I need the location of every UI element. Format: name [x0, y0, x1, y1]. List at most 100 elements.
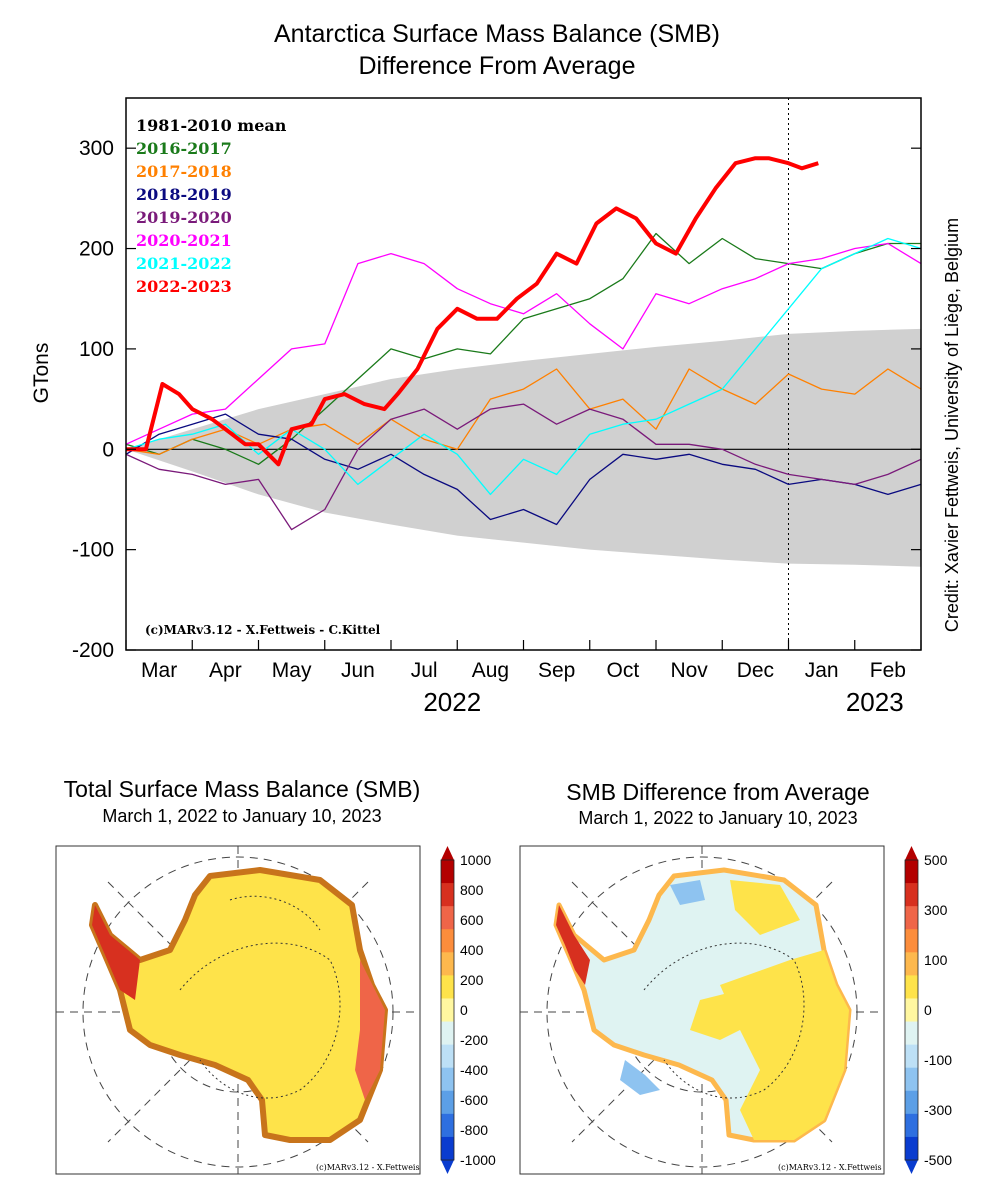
colorbar-segment: [905, 998, 918, 1023]
colorbar-tick-label: -800: [460, 1122, 488, 1138]
positive-anomaly-east: [720, 950, 849, 1140]
x-tick-label: Mar: [141, 659, 177, 682]
main-chart: Antarctica Surface Mass Balance (SMB) Di…: [30, 20, 962, 717]
colorbar-tick-label: 400: [460, 942, 484, 958]
colorbar-tick-label: 300: [924, 902, 948, 918]
y-tick-label: -100: [72, 539, 114, 562]
colorbar-segment: [905, 929, 918, 953]
colorbar-tick-label: 500: [924, 852, 948, 868]
colorbar-segment: [441, 1090, 454, 1115]
y-tick-label: 100: [79, 338, 114, 361]
x-tick-label: Jul: [411, 659, 438, 682]
legend-entry: 2017-2018: [136, 162, 232, 181]
interior-dotted-contour-left: [179, 942, 341, 1099]
year-label: 2023: [846, 687, 904, 717]
series-line-2018-2019: [125, 413, 922, 526]
colorbar-segment: [905, 906, 918, 930]
colorbar-tick-label: 600: [460, 912, 484, 928]
coast-hotspot-left-2: [355, 960, 385, 1100]
series-line-2019-2020: [125, 403, 922, 531]
legend-entry: 2019-2020: [136, 208, 232, 227]
x-tick-label: Dec: [737, 659, 774, 682]
coast-hotspot-left-1: [92, 905, 140, 1000]
x-tick-label: Oct: [607, 659, 640, 682]
colorbar-segment: [441, 1067, 454, 1092]
colorbar-segment: [441, 883, 454, 907]
colorbar-segment: [441, 1113, 454, 1138]
colorbar-tick-label: -100: [924, 1052, 952, 1068]
colorbar-segment: [905, 952, 918, 976]
positive-anomaly-inland: [690, 990, 760, 1040]
climatology-envelope: [126, 98, 921, 650]
x-tick-label: Aug: [472, 659, 509, 682]
colorbar-tick-label: 0: [460, 1002, 468, 1018]
colorbar-segment: [905, 1113, 918, 1138]
colorbar-border: [904, 859, 919, 1161]
colorbar-segment: [441, 1044, 454, 1069]
peninsula-hotspot-right: [556, 905, 590, 985]
legend: 1981-2010 mean 2016-2017 2017-2018 2018-201…: [136, 116, 287, 296]
colorbar-segment: [441, 975, 454, 999]
map-right-subtitle: March 1, 2022 to January 10, 2023: [578, 808, 857, 828]
legend-entry: 2016-2017: [136, 139, 232, 158]
colorbar-tick-label: -300: [924, 1102, 952, 1118]
series-line-2022-2023: [126, 156, 819, 467]
colorbar-tick-label: -200: [460, 1032, 488, 1048]
colorbar-tick-label: -500: [924, 1152, 952, 1168]
colorbar-segment: [905, 1021, 918, 1046]
colorbar-border: [440, 859, 455, 1161]
y-tick-label: 0: [102, 438, 114, 461]
colorbar-left: 1000 800 600 400 200 0 -200 -400 -600 -800 -1000: [440, 846, 496, 1174]
model-credit: (c)MARv3.12 - X.Fettweis - C.Kittel: [145, 623, 381, 637]
colorbar-tick-label: -600: [460, 1092, 488, 1108]
x-tick-label: Nov: [670, 659, 708, 682]
x-tick-label: Feb: [870, 659, 906, 682]
envelope-band: [126, 328, 921, 567]
side-credit: Credit: Xavier Fettweis, University of L…: [942, 218, 962, 632]
smb-diff-map-panel: SMB Difference from Average March 1, 202…: [519, 779, 952, 1175]
map-right-credit: (c)MARv3.12 - X.Fettweis: [778, 1163, 882, 1172]
colorbar-segment: [441, 906, 454, 930]
colorbar-tick-label: 800: [460, 882, 484, 898]
colorbar-segment: [905, 860, 918, 884]
x-tick-label: Apr: [209, 659, 242, 682]
colorbar-tick-label: 200: [460, 972, 484, 988]
colorbar-top-arrow: [905, 846, 918, 860]
colorbar-segment: [905, 1044, 918, 1069]
y-tick-label: 300: [79, 137, 114, 160]
colorbar-segment: [441, 998, 454, 1023]
colorbar-tick-label: 1000: [460, 852, 491, 868]
series-line-2020-2021: [125, 242, 922, 445]
y-tick-label: 200: [79, 238, 114, 261]
colorbar-segment: [441, 860, 454, 884]
colorbar-segment: [441, 1021, 454, 1046]
colorbar-bottom-arrow: [905, 1160, 918, 1174]
colorbar-segment: [441, 952, 454, 976]
colorbar-tick-label: -1000: [460, 1152, 496, 1168]
interior-dotted-contour-right: [643, 942, 805, 1099]
colorbar-segment: [905, 975, 918, 999]
x-tick-label: Jun: [341, 659, 375, 682]
y-axis: -200 -100 0 100 200 300: [72, 137, 921, 662]
positive-anomaly-north: [730, 880, 800, 935]
year-label: 2022: [423, 687, 481, 717]
legend-entry: 2020-2021: [136, 231, 232, 250]
colorbar-tick-label: 100: [924, 952, 948, 968]
x-tick-label: Sep: [538, 659, 575, 682]
colorbar-top-arrow: [441, 846, 454, 860]
series-line-2021-2022: [125, 237, 922, 496]
colorbar-segment: [441, 929, 454, 953]
smb-total-map-panel: Total Surface Mass Balance (SMB) March 1…: [55, 776, 496, 1175]
colorbar-bottom-arrow: [441, 1160, 454, 1174]
colorbar-right: 500 300 100 0 -100 -300 -500: [904, 846, 952, 1174]
map-left-subtitle: March 1, 2022 to January 10, 2023: [102, 806, 381, 826]
y-tick-label: -200: [72, 639, 114, 662]
chart-title: Antarctica Surface Mass Balance (SMB): [274, 20, 720, 48]
colorbar-segment: [905, 1067, 918, 1092]
map-left-title: Total Surface Mass Balance (SMB): [64, 776, 421, 802]
negative-anomaly-west: [620, 1060, 660, 1095]
colorbar-segment: [905, 1136, 918, 1161]
colorbar-segment: [905, 1090, 918, 1115]
negative-anomaly-north: [670, 880, 705, 905]
colorbar-segment: [905, 883, 918, 907]
